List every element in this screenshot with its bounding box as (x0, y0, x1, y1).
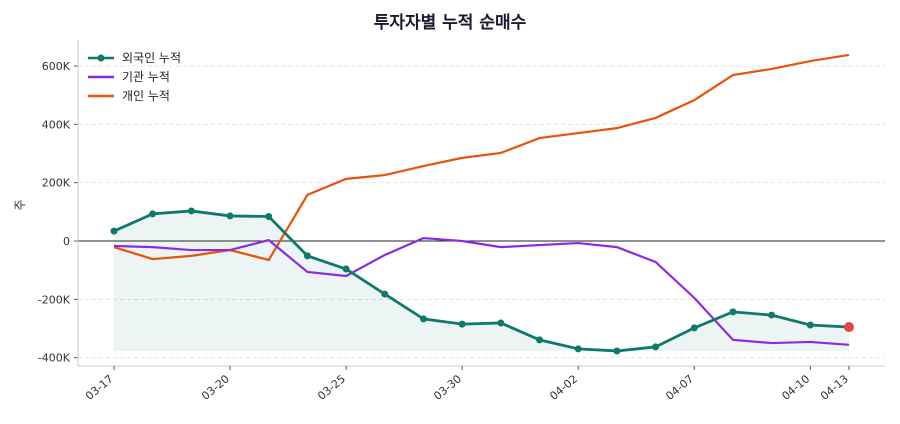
chart-title: 투자자별 누적 순매수 (374, 13, 527, 33)
data-point (187, 207, 195, 215)
y-tick-label: -200K (38, 293, 71, 306)
data-point (574, 345, 582, 353)
foreign-fill-area (114, 210, 849, 351)
x-tick-label: 03-25 (315, 372, 348, 403)
data-point (613, 347, 621, 355)
y-tick-label: 400K (42, 118, 71, 131)
data-point (806, 321, 814, 329)
data-point (265, 213, 273, 220)
data-point (226, 212, 234, 220)
data-point (690, 324, 698, 332)
y-tick-label: 0 (63, 235, 70, 248)
data-point (342, 265, 350, 273)
data-point (536, 336, 544, 344)
data-point (303, 252, 311, 260)
series-line-1 (113, 236, 850, 346)
data-point (458, 320, 466, 328)
data-point (381, 290, 389, 298)
series-line-2 (113, 53, 850, 262)
x-tick-label: 04-13 (818, 372, 851, 403)
legend-label: 외국인 누적 (122, 51, 181, 65)
x-tick-label: 03-20 (199, 372, 232, 403)
x-tick-label: 03-30 (431, 372, 464, 403)
x-tick-label: 04-07 (663, 372, 696, 403)
y-axis-label: 주 (13, 199, 27, 210)
data-point (768, 311, 776, 319)
data-point (419, 315, 427, 323)
data-point (729, 308, 737, 316)
x-tick-label: 04-10 (779, 372, 812, 403)
data-point (149, 210, 157, 218)
last-point-marker (844, 322, 854, 333)
y-tick-label: -400K (38, 352, 71, 365)
data-point (652, 343, 660, 351)
legend-marker (97, 54, 105, 62)
data-point (497, 319, 505, 327)
y-tick-label: 200K (42, 177, 71, 190)
data-point (110, 227, 118, 235)
x-tick-label: 04-02 (547, 372, 580, 403)
legend-label: 기관 누적 (122, 70, 170, 84)
series-line-0 (113, 209, 850, 353)
x-tick-label: 03-17 (83, 372, 116, 403)
y-tick-label: 600K (42, 60, 71, 73)
legend-label: 개인 누적 (122, 89, 170, 103)
